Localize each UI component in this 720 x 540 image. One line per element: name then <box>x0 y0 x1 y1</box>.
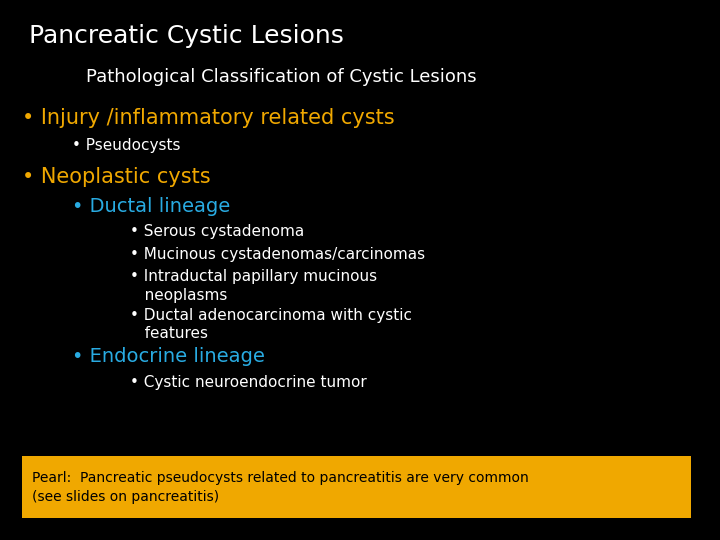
Text: • Neoplastic cysts: • Neoplastic cysts <box>22 167 210 187</box>
Text: • Ductal lineage: • Ductal lineage <box>72 197 230 216</box>
Text: • Mucinous cystadenomas/carcinomas: • Mucinous cystadenomas/carcinomas <box>130 247 425 262</box>
Text: • Ductal adenocarcinoma with cystic
   features: • Ductal adenocarcinoma with cystic feat… <box>130 308 412 341</box>
Text: • Serous cystadenoma: • Serous cystadenoma <box>130 224 304 239</box>
Text: Pathological Classification of Cystic Lesions: Pathological Classification of Cystic Le… <box>86 68 477 85</box>
Text: Pancreatic Cystic Lesions: Pancreatic Cystic Lesions <box>29 24 343 48</box>
Text: • Intraductal papillary mucinous
   neoplasms: • Intraductal papillary mucinous neoplas… <box>130 269 377 303</box>
Text: • Cystic neuroendocrine tumor: • Cystic neuroendocrine tumor <box>130 375 366 390</box>
FancyBboxPatch shape <box>22 456 691 518</box>
Text: • Endocrine lineage: • Endocrine lineage <box>72 347 265 366</box>
Text: • Injury /inflammatory related cysts: • Injury /inflammatory related cysts <box>22 108 395 128</box>
Text: Pearl:  Pancreatic pseudocysts related to pancreatitis are very common
(see slid: Pearl: Pancreatic pseudocysts related to… <box>32 470 529 504</box>
Text: • Pseudocysts: • Pseudocysts <box>72 138 181 153</box>
